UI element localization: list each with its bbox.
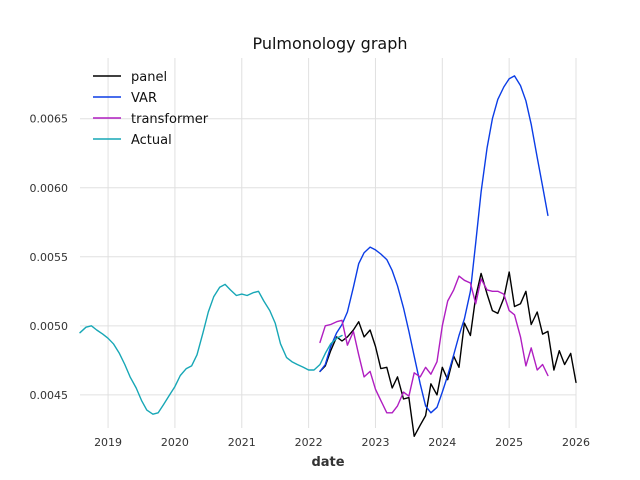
series-line-transformer [319, 275, 549, 414]
series-line-panel [319, 271, 577, 437]
series-lines [79, 75, 577, 437]
x-tick-label: 2021 [228, 436, 256, 449]
y-tick-label: 0.0050 [30, 320, 69, 333]
axis-ticks: 2019 2020 2021 2022 2023 2024 2025 2026 0.0045 0.… [30, 113, 591, 449]
y-tick-label: 0.0045 [30, 389, 69, 402]
x-axis-label: date [311, 455, 344, 470]
x-tick-label: 2024 [428, 436, 456, 449]
legend-label: transformer [131, 112, 209, 127]
legend: panel VAR transformer Actual [93, 70, 209, 148]
x-tick-label: 2020 [161, 436, 189, 449]
grid [80, 58, 577, 428]
chart-title: Pulmonology graph [252, 34, 407, 53]
series-line-var [319, 75, 549, 414]
y-tick-label: 0.0060 [30, 182, 69, 195]
legend-label: VAR [131, 91, 157, 106]
legend-label: panel [131, 70, 167, 85]
y-tick-label: 0.0055 [30, 251, 69, 264]
x-tick-label: 2019 [94, 436, 122, 449]
y-tick-label: 0.0065 [30, 113, 69, 126]
series-line-actual [79, 283, 343, 415]
x-tick-label: 2026 [562, 436, 590, 449]
x-tick-label: 2023 [361, 436, 389, 449]
x-tick-label: 2022 [295, 436, 323, 449]
legend-label: Actual [131, 133, 172, 148]
x-tick-label: 2025 [495, 436, 523, 449]
